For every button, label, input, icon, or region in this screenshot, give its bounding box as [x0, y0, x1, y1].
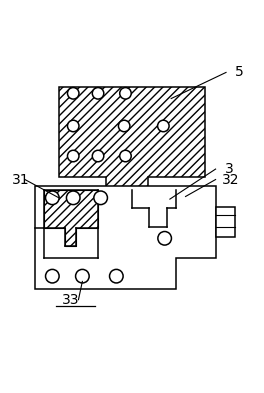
Circle shape	[158, 120, 169, 132]
Polygon shape	[35, 186, 216, 289]
Circle shape	[68, 88, 79, 99]
Text: 32: 32	[222, 173, 240, 187]
Circle shape	[120, 150, 131, 162]
Circle shape	[94, 191, 107, 205]
Bar	[216, 207, 235, 237]
Circle shape	[68, 120, 79, 132]
Polygon shape	[45, 190, 98, 246]
Text: 31: 31	[12, 173, 30, 187]
Circle shape	[92, 88, 104, 99]
Text: 5: 5	[235, 65, 244, 79]
Text: 33: 33	[62, 293, 79, 307]
Circle shape	[67, 191, 80, 205]
Circle shape	[68, 150, 79, 162]
Text: 3: 3	[225, 162, 233, 176]
Polygon shape	[59, 87, 205, 195]
Circle shape	[76, 269, 89, 283]
Circle shape	[45, 191, 59, 205]
Circle shape	[92, 150, 104, 162]
Circle shape	[120, 88, 131, 99]
Circle shape	[45, 269, 59, 283]
Circle shape	[110, 269, 123, 283]
Circle shape	[158, 231, 171, 245]
Circle shape	[119, 120, 130, 132]
